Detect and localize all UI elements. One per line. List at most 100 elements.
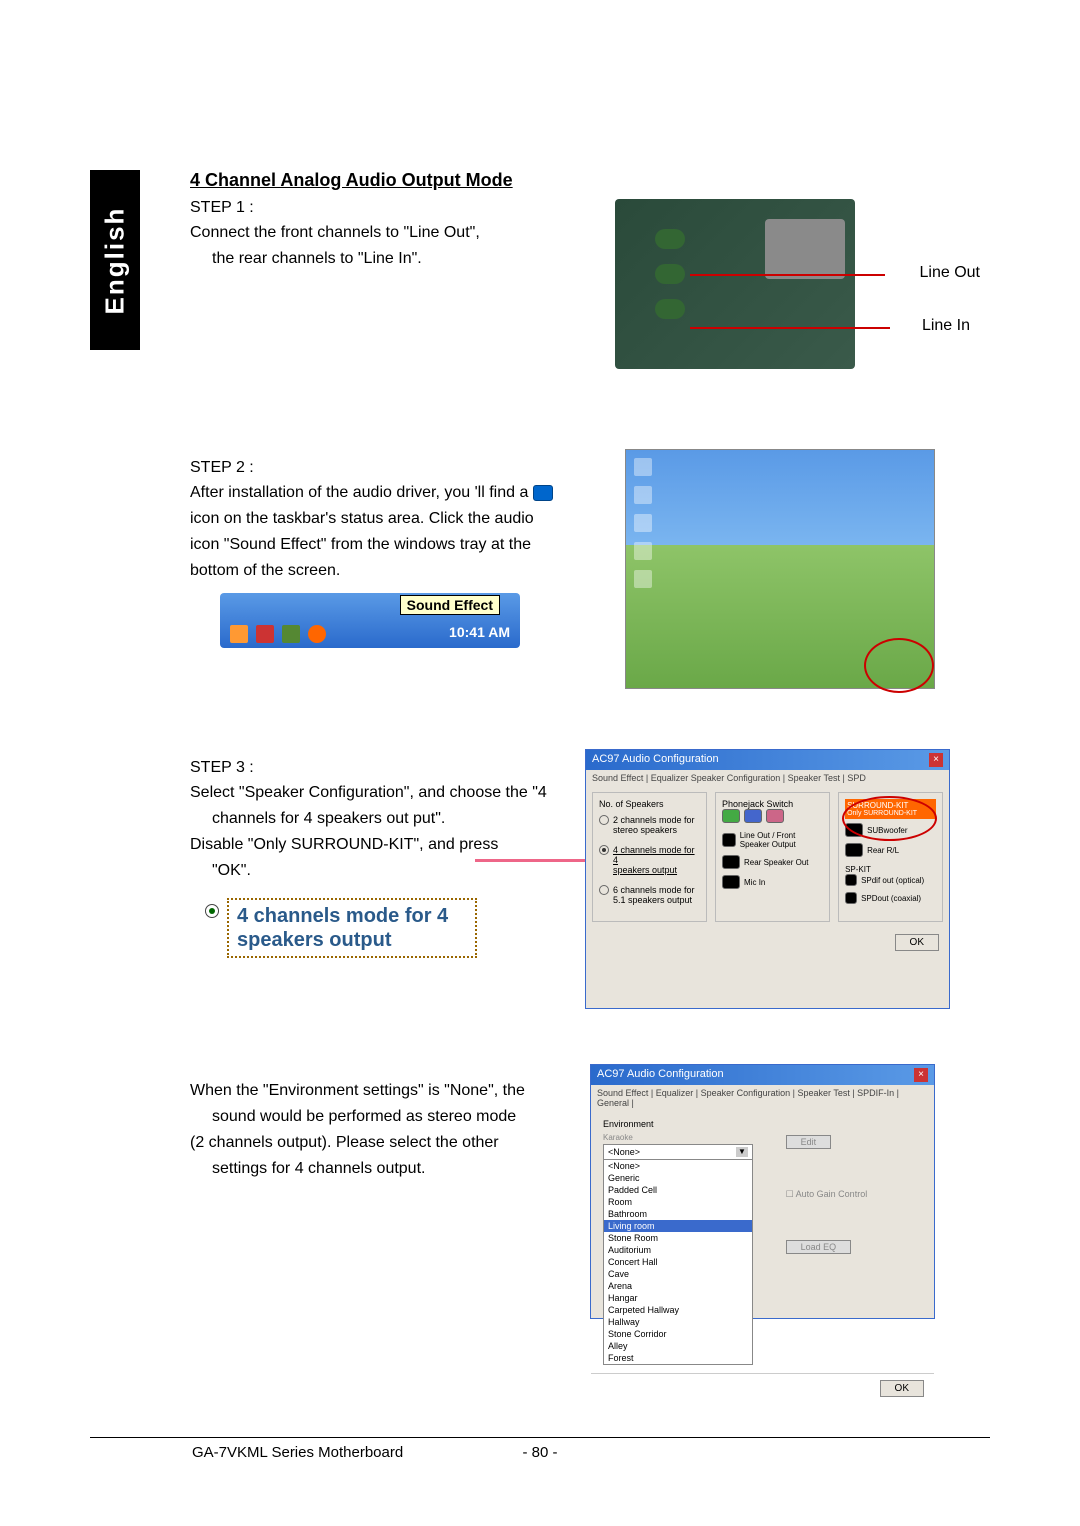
edit-button[interactable]: Edit [786, 1135, 832, 1149]
spkit-label: SP-KIT [845, 865, 936, 874]
taskbar-screenshot: Sound Effect 10:41 AM [220, 593, 520, 648]
jack-lineout-label: Line Out / Front Speaker Output [740, 831, 823, 849]
tray-icon [282, 625, 300, 643]
close-icon[interactable]: × [914, 1068, 928, 1082]
radio-6ch-label: 6 channels mode for 5.1 speakers output [613, 885, 700, 905]
subwoofer-label: SUBwoofer [867, 826, 907, 835]
environment-dialog: AC97 Audio Configuration × Sound Effect … [590, 1064, 935, 1319]
desktop-icon [634, 570, 652, 588]
radio-2ch[interactable]: 2 channels mode for stereo speakers [599, 815, 700, 835]
radio-4ch[interactable]: 4 channels mode for 4 speakers output [599, 845, 700, 875]
jack-row-rear: Rear Speaker Out [722, 855, 823, 869]
tray-icon [256, 625, 274, 643]
jack-icon [845, 823, 863, 837]
jack-blue-icon [744, 809, 762, 823]
red-highlight-circle [864, 638, 934, 693]
dropdown-item[interactable]: <None> [604, 1160, 752, 1172]
circuit-board-graphic [615, 199, 855, 369]
env-dropdown-area: Karaoke <None> ▼ <None>GenericPadded Cel… [603, 1133, 774, 1365]
environment-dropdown-list[interactable]: <None>GenericPadded CellRoomBathroomLivi… [603, 1159, 753, 1365]
radio-4ch-label-b: speakers output [613, 865, 677, 875]
audio-jack-line-in [655, 299, 685, 319]
desktop-icons [634, 458, 652, 588]
desktop-icon [634, 458, 652, 476]
dropdown-item[interactable]: Padded Cell [604, 1184, 752, 1196]
channels-mode-callout: 4 channels mode for 4 speakers output [205, 898, 590, 958]
radio-selected-icon [205, 904, 219, 918]
dropdown-item[interactable]: Bathroom [604, 1208, 752, 1220]
dialog-tabs[interactable]: Sound Effect | Equalizer Speaker Configu… [586, 770, 949, 786]
section-heading: 4 Channel Analog Audio Output Mode [190, 170, 970, 191]
speakers-column: No. of Speakers 2 channels mode for ster… [592, 792, 707, 922]
jack-rear-label: Rear Speaker Out [744, 858, 808, 867]
close-icon[interactable]: × [929, 753, 943, 767]
env-line2: sound would be performed as stereo mode [190, 1105, 570, 1129]
line-in-label: Line In [922, 317, 970, 335]
tray-speaker-icon [308, 625, 326, 643]
radio-6ch[interactable]: 6 channels mode for 5.1 speakers output [599, 885, 700, 905]
load-button[interactable]: Load EQ [786, 1240, 852, 1254]
step3-line1: Select "Speaker Configuration", and choo… [190, 781, 590, 805]
dropdown-item[interactable]: Carpeted Hallway [604, 1304, 752, 1316]
dropdown-item[interactable]: Room [604, 1196, 752, 1208]
auto-gain-checkbox[interactable]: ☐ Auto Gain Control [786, 1189, 922, 1200]
environment-select[interactable]: <None> ▼ [603, 1144, 753, 1160]
jack-pink-icon [766, 809, 784, 823]
footer-page-number: - 80 - [522, 1444, 557, 1461]
dialog-body: No. of Speakers 2 channels mode for ster… [586, 786, 949, 928]
dropdown-item[interactable]: Arena [604, 1280, 752, 1292]
dropdown-item[interactable]: Alley [604, 1340, 752, 1352]
windows-desktop-screenshot [625, 449, 935, 689]
env-line3: (2 channels output). Please select the o… [190, 1131, 570, 1155]
jack-icon [722, 855, 740, 869]
dropdown-item[interactable]: Living room [604, 1220, 752, 1232]
speaker-tray-icon [533, 485, 553, 501]
radio-icon [599, 815, 609, 825]
radio-icon [599, 885, 609, 895]
desktop-icon [634, 542, 652, 560]
language-label: English [100, 206, 131, 314]
content-area: 4 Channel Analog Audio Output Mode STEP … [190, 170, 970, 1369]
dropdown-item[interactable]: Stone Room [604, 1232, 752, 1244]
jack-mic-label: Mic In [744, 878, 765, 887]
dropdown-item[interactable]: Hangar [604, 1292, 752, 1304]
environment-section: When the "Environment settings" is "None… [190, 1079, 970, 1329]
channels-highlight-text: 4 channels mode for 4 speakers output [227, 898, 477, 958]
ok-button[interactable]: OK [880, 1380, 924, 1397]
karaoke-label: Karaoke [603, 1133, 774, 1142]
dropdown-item[interactable]: Generic [604, 1172, 752, 1184]
jack-icon [845, 843, 863, 857]
taskbar-time: 10:41 AM [449, 624, 510, 640]
dropdown-item[interactable]: Hallway [604, 1316, 752, 1328]
dropdown-item[interactable]: Forest [604, 1352, 752, 1364]
env-line4: settings for 4 channels output. [190, 1157, 570, 1181]
dropdown-item[interactable]: Cave [604, 1268, 752, 1280]
step1-text-block: STEP 1 : Connect the front channels to "… [190, 199, 560, 271]
ok-button[interactable]: OK [895, 934, 939, 951]
spdif-coax-label: SPDout (coaxial) [861, 894, 921, 903]
env-dialog-tabs[interactable]: Sound Effect | Equalizer | Speaker Confi… [591, 1085, 934, 1111]
speakers-col-title: No. of Speakers [599, 799, 700, 809]
radio-4ch-label: 4 channels mode for 4 speakers output [613, 845, 700, 875]
jack-icon [845, 892, 857, 904]
step3-section: STEP 3 : Select "Speaker Configuration",… [190, 759, 970, 1039]
phonejack-column: Phonejack Switch Line Out / Front Speake… [715, 792, 830, 922]
env-dialog-button-area: OK [591, 1373, 934, 1401]
step1-line1: Connect the front channels to "Line Out"… [190, 221, 560, 245]
speaker-config-dialog: AC97 Audio Configuration × Sound Effect … [585, 749, 950, 1009]
env-selected-value: <None> [608, 1147, 640, 1157]
io-port-block [765, 219, 845, 279]
jack-row-lineout: Line Out / Front Speaker Output [722, 831, 823, 849]
dropdown-item[interactable]: Auditorium [604, 1244, 752, 1256]
environment-text-block: When the "Environment settings" is "None… [190, 1079, 570, 1181]
dropdown-item[interactable]: Stone Corridor [604, 1328, 752, 1340]
desktop-icon [634, 486, 652, 504]
arrow-line-out [690, 274, 885, 276]
motherboard-image: Line Out Line In [615, 199, 905, 399]
dropdown-item[interactable]: Concert Hall [604, 1256, 752, 1268]
only-surround-label: Only SURROUND-KIT [847, 810, 934, 817]
env-dialog-title: AC97 Audio Configuration [597, 1068, 724, 1082]
audio-jack-top [655, 229, 685, 249]
step3-label: STEP 3 : [190, 759, 590, 777]
step1-label: STEP 1 : [190, 199, 560, 217]
